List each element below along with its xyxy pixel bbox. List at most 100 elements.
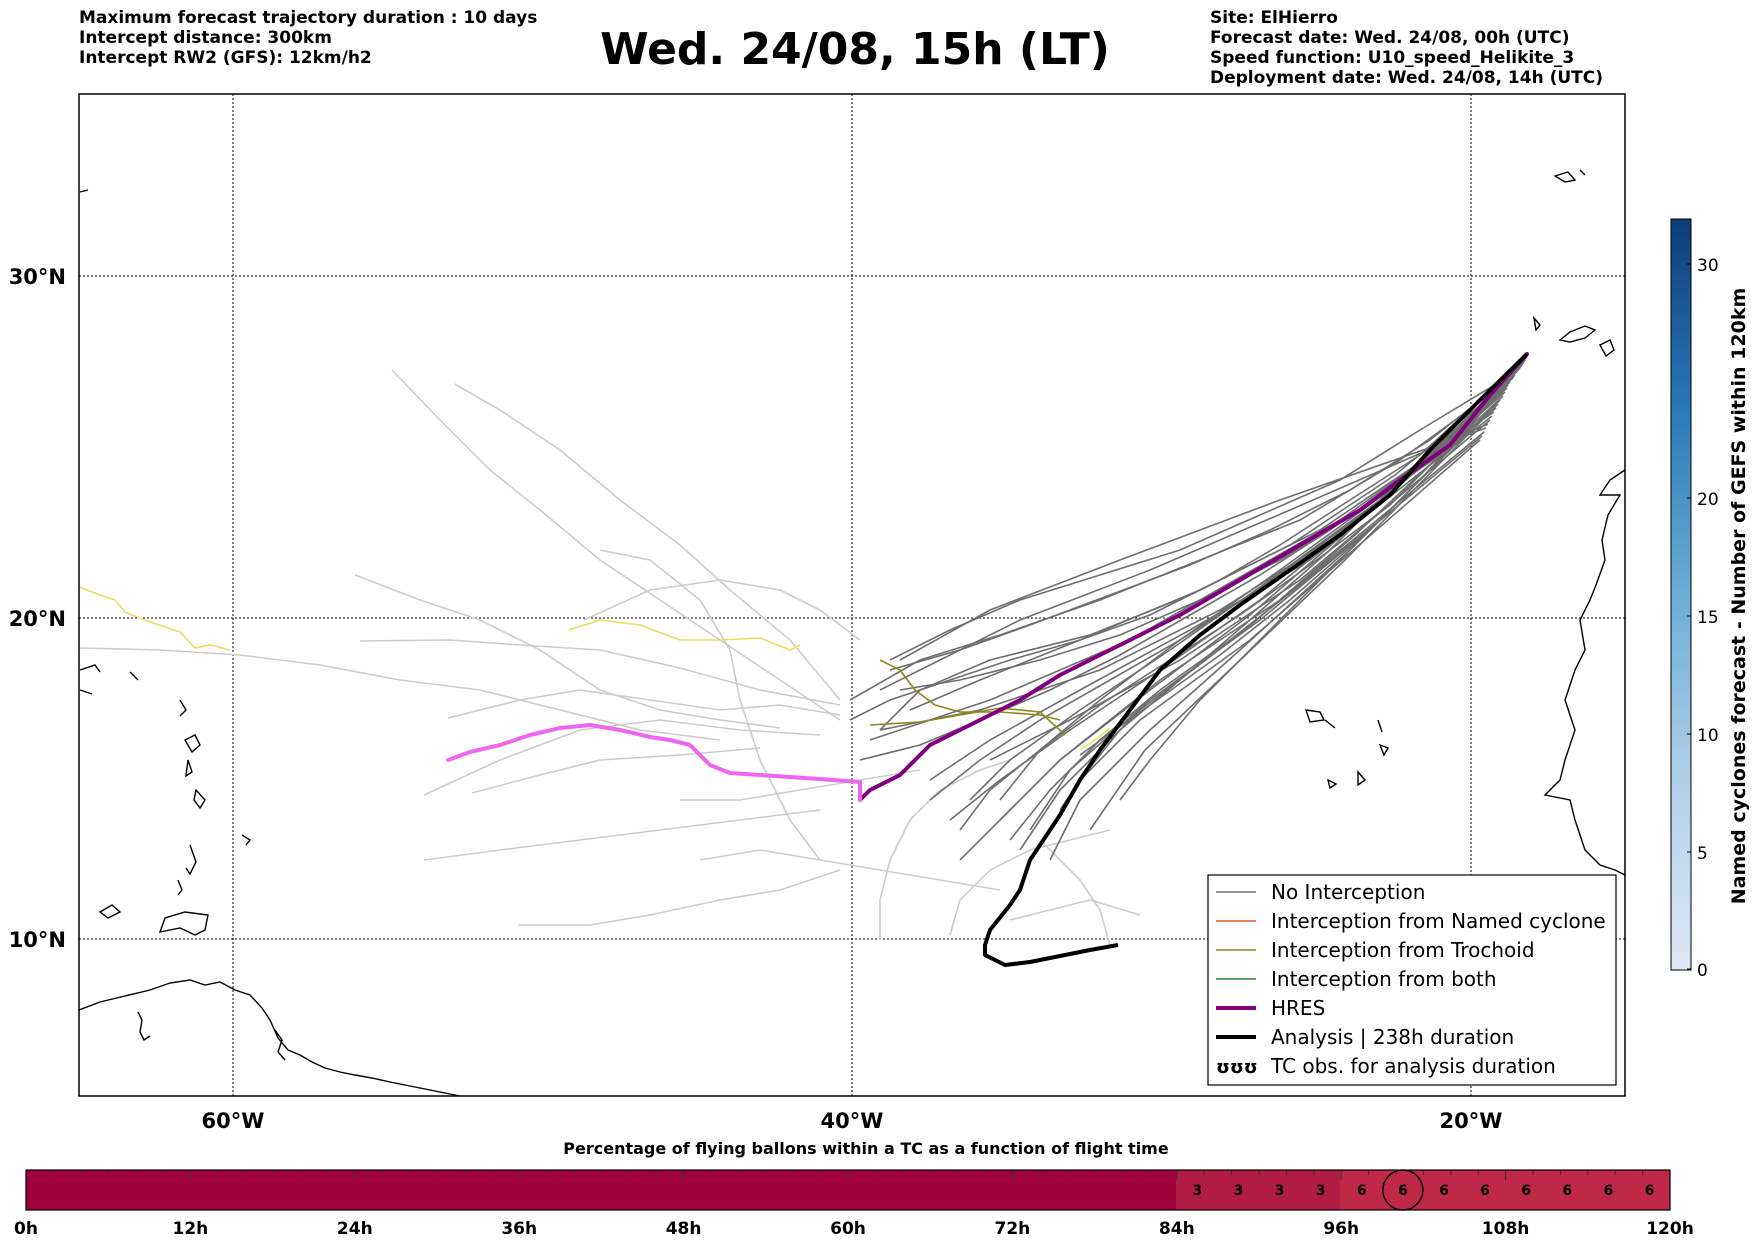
lesser-antilles: [179, 699, 187, 717]
flight-bar-tick-label: 12h: [173, 1219, 209, 1239]
lat-label-10n: 10°N: [9, 928, 66, 952]
flight-time-bar: Percentage of flying ballons within a TC…: [14, 1139, 1694, 1239]
colorbar-gradient: [1670, 218, 1692, 971]
max-duration-text: Maximum forecast trajectory duration : 1…: [79, 8, 538, 28]
trajectory: [879, 423, 1489, 691]
caribbean-island: [98, 904, 122, 919]
flight-bar-cell-value: 6: [1439, 1183, 1449, 1199]
cape-verde-island: [1377, 719, 1383, 733]
trajectory: [899, 427, 1487, 661]
legend-label-hres: HRES: [1271, 996, 1325, 1020]
cape-verde-island: [1326, 778, 1338, 790]
flight-bar-tick-labels: 0h 12h 24h 36h 48h 60h 72h 84h 96h 108h 120h: [14, 1219, 1694, 1239]
flight-bar-tick-label: 72h: [995, 1219, 1031, 1239]
island: [241, 834, 252, 846]
bermuda-area: [79, 189, 89, 193]
cape-verde-island: [1324, 719, 1336, 729]
legend-label-both: Interception from both: [1271, 967, 1497, 991]
flight-bar-cells: 3 3 3 3 6 6 6 6 6 6 6 6: [1192, 1169, 1655, 1211]
coast-detail: [274, 1029, 286, 1061]
flight-bar-tick-label: 84h: [1159, 1219, 1195, 1239]
trajectory: [879, 759, 1011, 940]
trajectory: [879, 407, 1497, 731]
trajectory: [359, 639, 841, 706]
azores-island: [1553, 171, 1577, 183]
map-frame: [78, 93, 1626, 1097]
hres-line-extended: [446, 723, 862, 802]
flight-bar-frame: [25, 1169, 1671, 1211]
flight-bar-tick-label: 36h: [501, 1219, 537, 1239]
cape-verde-island: [1357, 770, 1367, 787]
cape-verde-island: [1378, 743, 1390, 757]
trajectory: [1009, 899, 1141, 921]
flight-bar-cell-value: 3: [1234, 1183, 1244, 1199]
trajectory: [391, 369, 841, 721]
south-america-coast: [79, 979, 461, 1096]
trajectory: [949, 829, 1111, 936]
hres-trajectory: [446, 352, 1529, 802]
trajectory: [1029, 435, 1483, 831]
colorbar-tick-10: 10: [1697, 726, 1719, 746]
lon-label-40w: 40°W: [821, 1109, 884, 1133]
flight-bar-cell-value: 6: [1357, 1183, 1367, 1199]
canary-island: [1532, 315, 1541, 332]
header-left-info: Maximum forecast trajectory duration : 1…: [79, 8, 537, 68]
trajectory: [79, 647, 721, 741]
trochoid-trajectory: [869, 707, 1066, 736]
flight-bar-title: Percentage of flying ballons within a TC…: [563, 1139, 1169, 1158]
lesser-antilles: [185, 844, 197, 876]
trajectory: [680, 769, 921, 801]
flight-bar-cell-value: 6: [1480, 1183, 1490, 1199]
yellow-trajectory: [1079, 727, 1111, 751]
trajectory: [454, 383, 841, 701]
flight-bar-minor-ticks: [52, 1170, 1644, 1180]
canary-island: [1599, 339, 1615, 358]
forecast-date-text: Forecast date: Wed. 24/08, 00h (UTC): [1210, 28, 1570, 48]
island: [129, 671, 139, 681]
trajectory: [423, 719, 821, 796]
dark-trajectories: [849, 353, 1528, 861]
trajectory: [354, 574, 781, 729]
colorbar-tick-15: 15: [1697, 608, 1719, 628]
flight-bar-tick-label: 24h: [337, 1219, 373, 1239]
flight-bar-cell-value: 3: [1192, 1183, 1202, 1199]
flight-bar-cell-value: 3: [1316, 1183, 1326, 1199]
yellow-trajectory: [79, 586, 231, 651]
trajectory: [1079, 439, 1481, 781]
colorbar-tick-30: 30: [1697, 256, 1719, 276]
legend-symbol-tc-obs: ʊʊʊ: [1216, 1057, 1258, 1078]
intercept-distance-text: Intercept distance: 300km: [79, 28, 332, 48]
coastlines: [79, 169, 1625, 1096]
lesser-antilles: [193, 788, 206, 810]
trajectory: [583, 579, 861, 641]
flight-bar-base: [26, 1170, 1176, 1210]
lesser-antilles: [184, 734, 201, 754]
flight-bar-tick-label: 48h: [666, 1219, 702, 1239]
puerto-rico-area: [79, 664, 101, 673]
legend: No Interception Interception from Named …: [1207, 874, 1617, 1086]
colorbar-tick-5: 5: [1697, 844, 1708, 864]
speed-function-text: Speed function: U10_speed_Helikite_3: [1210, 48, 1575, 68]
yellow-trajectories: [79, 586, 1111, 751]
lon-label-20w: 20°W: [1440, 1109, 1503, 1133]
venezuela-island-coast: [137, 1011, 151, 1042]
azores-island: [1579, 169, 1586, 176]
trajectory: [699, 849, 1001, 891]
trochoid-trajectory: [879, 659, 1061, 721]
trochoid-trajectories: [869, 659, 1066, 736]
light-trajectories: [79, 369, 1141, 946]
colorbar-tick-0: 0: [1697, 961, 1708, 981]
legend-label-no-interception: No Interception: [1271, 880, 1425, 904]
lesser-antilles: [185, 759, 193, 778]
trajectory: [599, 549, 821, 861]
virgin-islands: [79, 689, 93, 695]
flight-bar-cell-value: 3: [1275, 1183, 1285, 1199]
flight-bar-tick-label: 60h: [830, 1219, 866, 1239]
trajectory: [471, 747, 761, 794]
flight-bar-cell-value: 6: [1645, 1183, 1655, 1199]
site-text: Site: ElHierro: [1210, 8, 1338, 28]
legend-label-trochoid: Interception from Trochoid: [1271, 938, 1535, 962]
analysis-trajectory: [983, 352, 1529, 967]
flight-bar-tick-label: 120h: [1646, 1219, 1694, 1239]
